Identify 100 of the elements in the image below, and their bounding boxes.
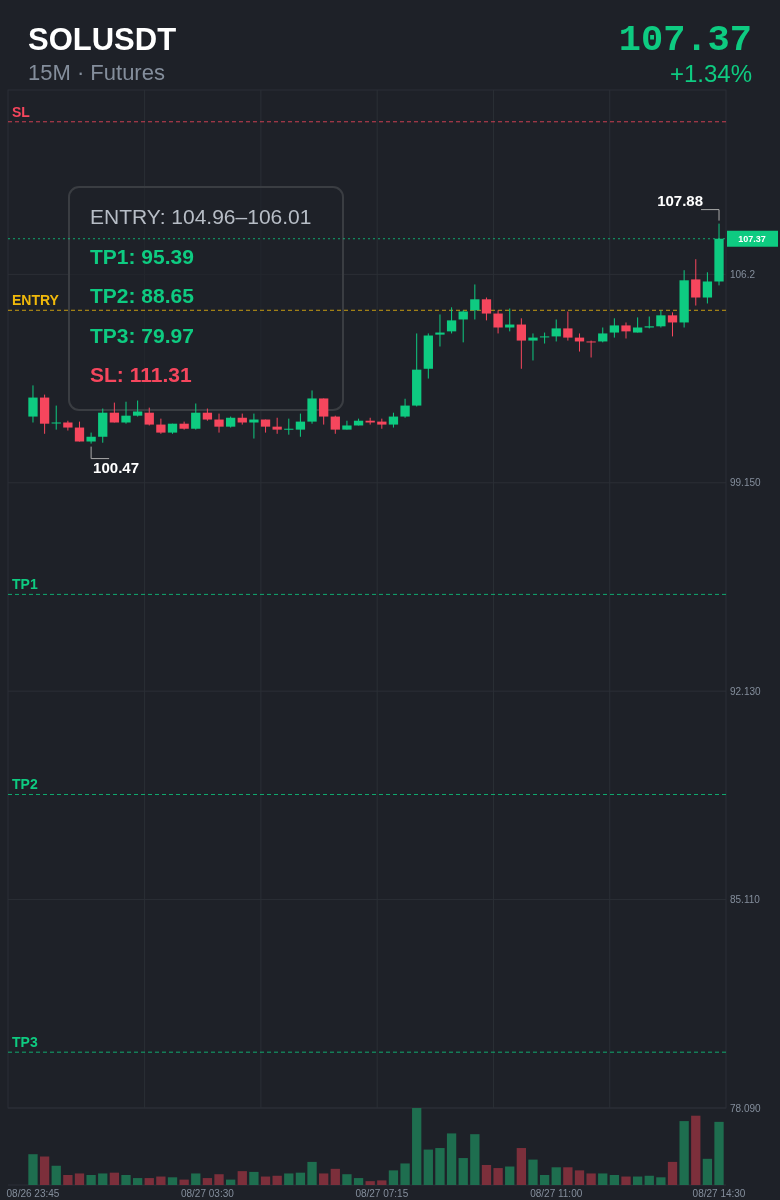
ref-line-label: 107.37 bbox=[738, 233, 766, 244]
candlestick bbox=[109, 402, 120, 424]
bar bbox=[74, 1173, 85, 1185]
bar bbox=[621, 1176, 631, 1185]
candlestick bbox=[400, 398, 410, 419]
bar bbox=[365, 1181, 375, 1185]
annotation: TP1: 95.39 bbox=[90, 244, 194, 268]
candlestick bbox=[156, 418, 166, 435]
bar bbox=[702, 1158, 713, 1185]
candlestick bbox=[74, 421, 85, 443]
annotation: SL: 111.31 bbox=[90, 363, 192, 386]
bar bbox=[132, 1178, 143, 1185]
bar bbox=[353, 1178, 364, 1185]
bar bbox=[319, 1173, 329, 1185]
bar bbox=[412, 1108, 422, 1185]
candlestick bbox=[249, 413, 259, 440]
candlestick bbox=[667, 311, 678, 337]
bar bbox=[28, 1154, 38, 1185]
bar bbox=[609, 1174, 620, 1185]
bar bbox=[260, 1176, 271, 1185]
candlestick bbox=[435, 313, 445, 347]
y-tick-label: 78.090 bbox=[730, 1102, 762, 1114]
bar bbox=[644, 1175, 654, 1185]
candlestick bbox=[609, 317, 620, 339]
ref-line-label: TP1 bbox=[12, 576, 38, 593]
x-tick-label: 08/27 14:30 bbox=[692, 1188, 746, 1199]
candlestick bbox=[505, 308, 515, 332]
annotation: TP3: 79.97 bbox=[90, 323, 194, 347]
y-tick-label: 106.2 bbox=[730, 268, 756, 280]
candlestick bbox=[470, 283, 480, 320]
x-tick-label: 08/27 11:00 bbox=[530, 1188, 583, 1199]
bar bbox=[551, 1167, 561, 1185]
y-tick-label: 99.150 bbox=[730, 477, 762, 489]
candlestick bbox=[563, 310, 573, 342]
bar bbox=[39, 1156, 50, 1185]
candlestick bbox=[458, 309, 468, 343]
bar bbox=[109, 1172, 120, 1185]
bar bbox=[284, 1173, 294, 1185]
y-tick-label: 92.130 bbox=[730, 685, 762, 697]
candlestick bbox=[86, 432, 96, 445]
candlestick bbox=[539, 332, 550, 345]
text: 107.37 bbox=[618, 19, 752, 61]
candlestick bbox=[481, 297, 492, 321]
bar bbox=[167, 1177, 178, 1185]
bar bbox=[226, 1179, 236, 1185]
candlestick bbox=[191, 403, 201, 431]
text: +1.34% bbox=[669, 60, 752, 87]
bar bbox=[63, 1174, 73, 1185]
bar bbox=[144, 1178, 154, 1185]
ref-line-label: TP3 bbox=[12, 1034, 38, 1051]
bar bbox=[446, 1133, 457, 1185]
annotation: TP2: 88.65 bbox=[90, 284, 195, 307]
bar bbox=[714, 1121, 724, 1185]
bar bbox=[86, 1174, 96, 1185]
chart-title: SOLUSDT bbox=[28, 22, 177, 57]
annotation: 107.88 bbox=[657, 191, 704, 209]
bar bbox=[435, 1148, 445, 1185]
bar bbox=[563, 1167, 573, 1185]
x-tick-label: 08/27 03:30 bbox=[180, 1188, 235, 1199]
y-tick-label: 85.110 bbox=[730, 894, 761, 906]
chart-subtitle: 15M · Futures bbox=[28, 60, 165, 85]
bar bbox=[330, 1168, 340, 1185]
bar bbox=[458, 1158, 468, 1185]
bar bbox=[505, 1166, 515, 1185]
bar bbox=[539, 1174, 550, 1185]
bar bbox=[307, 1161, 317, 1185]
candlestick bbox=[295, 413, 306, 438]
candlestick bbox=[284, 418, 294, 436]
bar bbox=[667, 1161, 678, 1185]
candlestick bbox=[702, 271, 713, 304]
bar bbox=[516, 1148, 526, 1185]
candlestick bbox=[307, 389, 317, 425]
bar bbox=[272, 1175, 282, 1185]
bar bbox=[179, 1179, 189, 1185]
bar bbox=[214, 1174, 224, 1185]
bar bbox=[249, 1171, 259, 1185]
bar bbox=[98, 1173, 108, 1185]
bar bbox=[691, 1115, 701, 1185]
bar bbox=[237, 1171, 247, 1185]
candlestick bbox=[621, 321, 631, 339]
ref-line-label: ENTRY bbox=[12, 292, 60, 309]
candlestick bbox=[493, 309, 503, 334]
x-tick-label: 08/27 07:15 bbox=[355, 1188, 409, 1199]
annotation: ENTRY: 104.96–106.01 bbox=[90, 205, 312, 228]
bar bbox=[493, 1168, 503, 1185]
candlestick bbox=[446, 306, 457, 334]
candlestick bbox=[691, 258, 701, 307]
bar bbox=[679, 1121, 689, 1185]
annotation: 100.47 bbox=[93, 458, 140, 476]
bar bbox=[470, 1134, 480, 1185]
bar bbox=[423, 1149, 433, 1185]
candlestick bbox=[330, 415, 340, 435]
candlestick bbox=[121, 401, 131, 425]
bar bbox=[121, 1174, 131, 1185]
bar bbox=[377, 1180, 387, 1185]
bar bbox=[342, 1174, 352, 1185]
candlestick bbox=[51, 405, 61, 431]
candlestick bbox=[551, 318, 561, 342]
bar bbox=[528, 1159, 538, 1185]
candlestick bbox=[63, 420, 73, 432]
